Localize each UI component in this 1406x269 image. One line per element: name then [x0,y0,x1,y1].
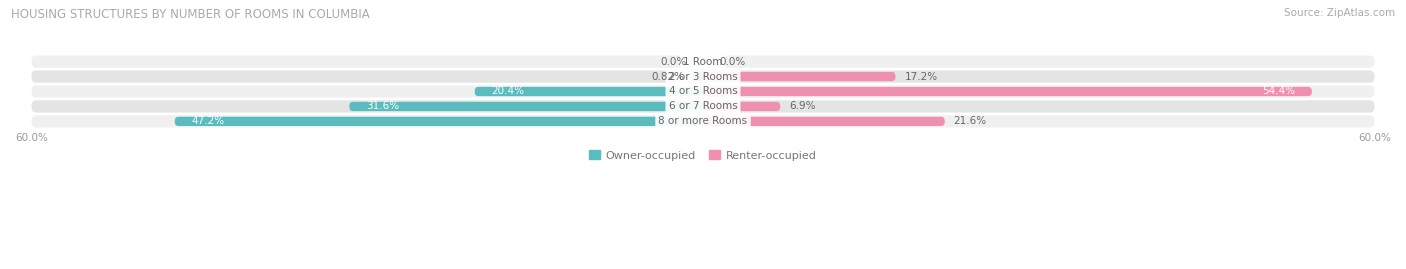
FancyBboxPatch shape [475,87,703,96]
Text: 1 Room: 1 Room [683,56,723,67]
Text: 17.2%: 17.2% [904,72,938,82]
Text: 0.0%: 0.0% [659,56,686,67]
Text: 0.0%: 0.0% [720,56,747,67]
Text: 21.6%: 21.6% [953,116,987,126]
FancyBboxPatch shape [703,87,1312,96]
Text: 31.6%: 31.6% [366,101,399,111]
Text: 2 or 3 Rooms: 2 or 3 Rooms [669,72,737,82]
Text: 6 or 7 Rooms: 6 or 7 Rooms [669,101,737,111]
Text: 8 or more Rooms: 8 or more Rooms [658,116,748,126]
FancyBboxPatch shape [703,102,780,111]
FancyBboxPatch shape [174,117,703,126]
Text: 54.4%: 54.4% [1263,87,1295,97]
FancyBboxPatch shape [31,55,1375,68]
FancyBboxPatch shape [349,102,703,111]
Text: 20.4%: 20.4% [492,87,524,97]
FancyBboxPatch shape [31,85,1375,98]
FancyBboxPatch shape [703,117,945,126]
FancyBboxPatch shape [703,72,896,81]
Text: 4 or 5 Rooms: 4 or 5 Rooms [669,87,737,97]
FancyBboxPatch shape [693,72,703,81]
Text: Source: ZipAtlas.com: Source: ZipAtlas.com [1284,8,1395,18]
FancyBboxPatch shape [31,115,1375,128]
Text: HOUSING STRUCTURES BY NUMBER OF ROOMS IN COLUMBIA: HOUSING STRUCTURES BY NUMBER OF ROOMS IN… [11,8,370,21]
FancyBboxPatch shape [31,100,1375,112]
Text: 47.2%: 47.2% [191,116,225,126]
FancyBboxPatch shape [31,70,1375,83]
Text: 0.82%: 0.82% [652,72,685,82]
Legend: Owner-occupied, Renter-occupied: Owner-occupied, Renter-occupied [585,146,821,165]
Text: 6.9%: 6.9% [789,101,815,111]
